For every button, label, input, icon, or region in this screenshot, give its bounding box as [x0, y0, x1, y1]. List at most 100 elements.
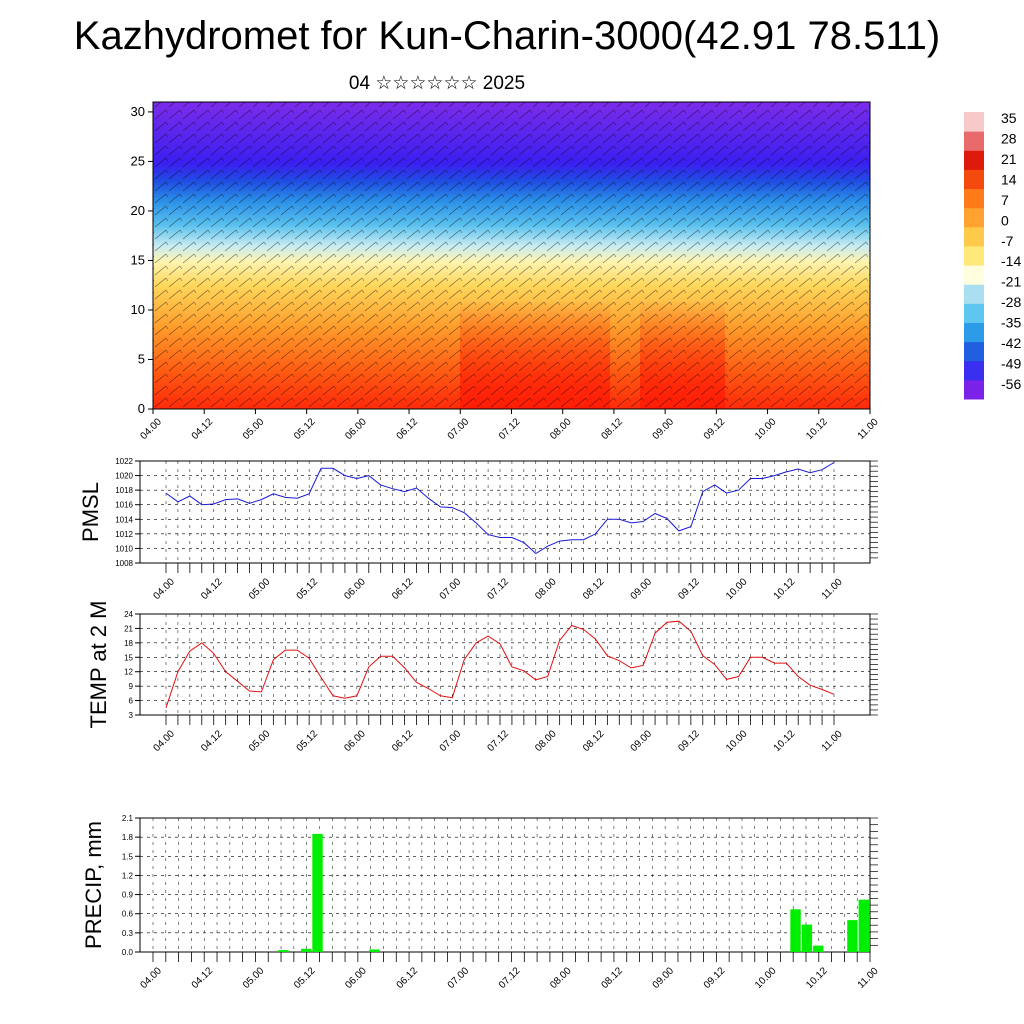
temp-panel-xtick-label: 10.00: [724, 728, 750, 754]
pmsl-panel-ytick-label: 1008: [115, 559, 133, 568]
cs-xtick-label: 09.00: [651, 416, 677, 442]
pmsl-panel-series-line: [165, 462, 835, 555]
precip-panel-xtick-label: 10.00: [753, 965, 779, 991]
precip-panel-xtick-label: 10.12: [804, 965, 830, 991]
temp-panel-xtick-label: 09.00: [629, 728, 655, 754]
colorbar-swatch: [964, 284, 984, 304]
temp-panel-ytick-label: 9: [129, 682, 134, 691]
cs-xtick-label: 06.12: [395, 416, 421, 442]
colorbar-swatch: [964, 207, 984, 228]
pmsl-panel-xtick-label: 07.12: [485, 576, 511, 602]
colorbar-swatch: [964, 265, 984, 285]
precip-panel-bar: [369, 949, 380, 952]
cs-xtick-label: 08.00: [548, 416, 574, 442]
temp-panel-ytick-label: 3: [129, 711, 134, 720]
temp-panel-xtick-label: 06.12: [390, 728, 416, 754]
temp-panel-xtick-label: 09.12: [676, 728, 702, 754]
colorbar-label: -49: [1001, 356, 1021, 372]
cs-ytick-label: 30: [131, 104, 145, 119]
temp-panel-xtick-label: 07.00: [438, 728, 464, 754]
precip-panel-xtick-label: 06.12: [395, 965, 421, 991]
pmsl-panel-xtick-label: 07.00: [438, 576, 464, 602]
temp-panel-series-line: [165, 620, 835, 708]
temp-panel-xtick-label: 10.12: [772, 728, 798, 754]
cs-ytick-label: 15: [131, 252, 145, 267]
precip-panel-xtick-label: 08.12: [599, 965, 625, 991]
colorbar-swatch: [964, 379, 984, 400]
precip-panel-bar: [312, 833, 323, 952]
cross-section-panel: [153, 102, 870, 409]
precip-panel-xtick-label: 09.12: [702, 965, 728, 991]
pmsl-panel-ytick-label: 1020: [115, 472, 133, 481]
colorbar-label: 21: [1001, 151, 1017, 167]
temp-panel-ytick-label: 24: [124, 610, 133, 619]
precip-panel-bar: [790, 909, 801, 952]
precip-panel-ytick-label: 1.2: [122, 871, 134, 880]
colorbar-swatch: [964, 322, 984, 343]
cs-ytick-label: 20: [131, 203, 145, 218]
precip-panel-ytick-label: 0.6: [122, 910, 134, 919]
cs-ytick-label: 25: [131, 153, 145, 168]
pmsl-panel-xtick-label: 08.00: [533, 576, 559, 602]
temp-panel-ytick-label: 18: [124, 639, 133, 648]
pmsl-panel-xtick-label: 05.00: [247, 576, 273, 602]
pmsl-panel: 1022 1020 1018 1016 1014 1012 1010 1008 04.00 04.…: [78, 457, 878, 602]
colorbar-swatch: [964, 112, 984, 132]
cs-ytick-label: 5: [138, 351, 145, 366]
colorbar-swatch: [964, 303, 984, 323]
temp-panel-xtick-label: 04.12: [199, 728, 225, 754]
precip-panel-xtick-label: 07.00: [446, 965, 472, 991]
pmsl-panel-xtick-label: 08.12: [581, 576, 607, 602]
colorbar-swatch: [964, 341, 984, 362]
colorbar-swatch: [964, 150, 984, 170]
colorbar-label: -21: [1001, 274, 1021, 290]
precip-panel: 2.1 1.8 1.5 1.2 0.9 0.6 0.3 0.0 04.00 04.12 05.00 0…: [81, 814, 881, 991]
colorbar-label: 7: [1001, 192, 1009, 208]
pmsl-panel-xtick-label: 06.12: [390, 576, 416, 602]
colorbar-label: 0: [1001, 212, 1009, 228]
cs-xtick-label: 11.00: [856, 416, 881, 441]
precip-panel-ytick-label: 2.1: [122, 814, 134, 823]
wind-barbs-overlay: [153, 102, 870, 409]
temp-panel-ytick-label: 12: [124, 668, 133, 677]
precip-panel-ytick-label: 0.3: [122, 929, 134, 938]
cs-ytick-label: 0: [138, 401, 145, 416]
pmsl-panel-ytick-label: 1014: [115, 515, 133, 524]
precip-panel-ylabel: PRECIP, mm: [81, 821, 106, 949]
precip-panel-ytick-label: 1.8: [122, 833, 134, 842]
cs-xtick-label: 07.00: [446, 416, 472, 442]
temp-panel-xtick-label: 06.00: [342, 728, 368, 754]
precip-panel-xtick-label: 06.00: [343, 965, 369, 991]
pmsl-panel-xtick-label: 04.00: [151, 576, 177, 602]
cs-xtick-label: 06.00: [343, 416, 369, 442]
pmsl-panel-ytick-label: 1010: [115, 544, 133, 553]
colorbar-swatch: [964, 360, 984, 381]
temp-panel-ytick-label: 15: [124, 653, 133, 662]
precip-panel-xtick-label: 07.12: [497, 965, 523, 991]
pmsl-panel-xtick-label: 09.00: [629, 576, 655, 602]
colorbar-swatch: [964, 169, 984, 190]
precip-panel-ytick-label: 1.5: [122, 852, 134, 861]
pmsl-panel-xtick-label: 10.00: [724, 576, 750, 602]
colorbar-label: -56: [1001, 376, 1021, 392]
temp-panel-xtick-label: 05.12: [295, 728, 321, 754]
chart-title: Kazhydromet for Kun-Charin-3000(42.91 78…: [73, 14, 941, 58]
precip-panel-xtick-label: 04.12: [190, 965, 216, 991]
precip-panel-bar: [278, 950, 289, 952]
temp-panel-ytick-label: 6: [129, 697, 134, 706]
colorbar: 35 28 21 14 7 0 -7 -14 -21 -28 -35 -42 -49 -56: [964, 110, 1021, 400]
cs-xtick-label: 04.12: [190, 416, 216, 442]
cs-xtick-label: 10.00: [753, 416, 779, 442]
colorbar-label: -42: [1001, 335, 1021, 351]
precip-panel-bar: [858, 899, 869, 952]
cs-xtick-label: 04.00: [138, 416, 164, 442]
cs-xtick-label: 05.12: [292, 416, 318, 442]
cs-xtick-label: 10.12: [804, 416, 830, 442]
temp-panel: 24 21 18 15 12 9 6 3 04.00 04.12 05.00 05.12 06.00 06…: [86, 601, 878, 754]
precip-panel-ytick-label: 0.0: [122, 948, 134, 957]
precip-panel-bar: [300, 948, 312, 952]
colorbar-label: 28: [1001, 130, 1017, 146]
pmsl-panel-xtick-label: 10.12: [772, 576, 798, 602]
colorbar-label: 14: [1001, 171, 1017, 187]
